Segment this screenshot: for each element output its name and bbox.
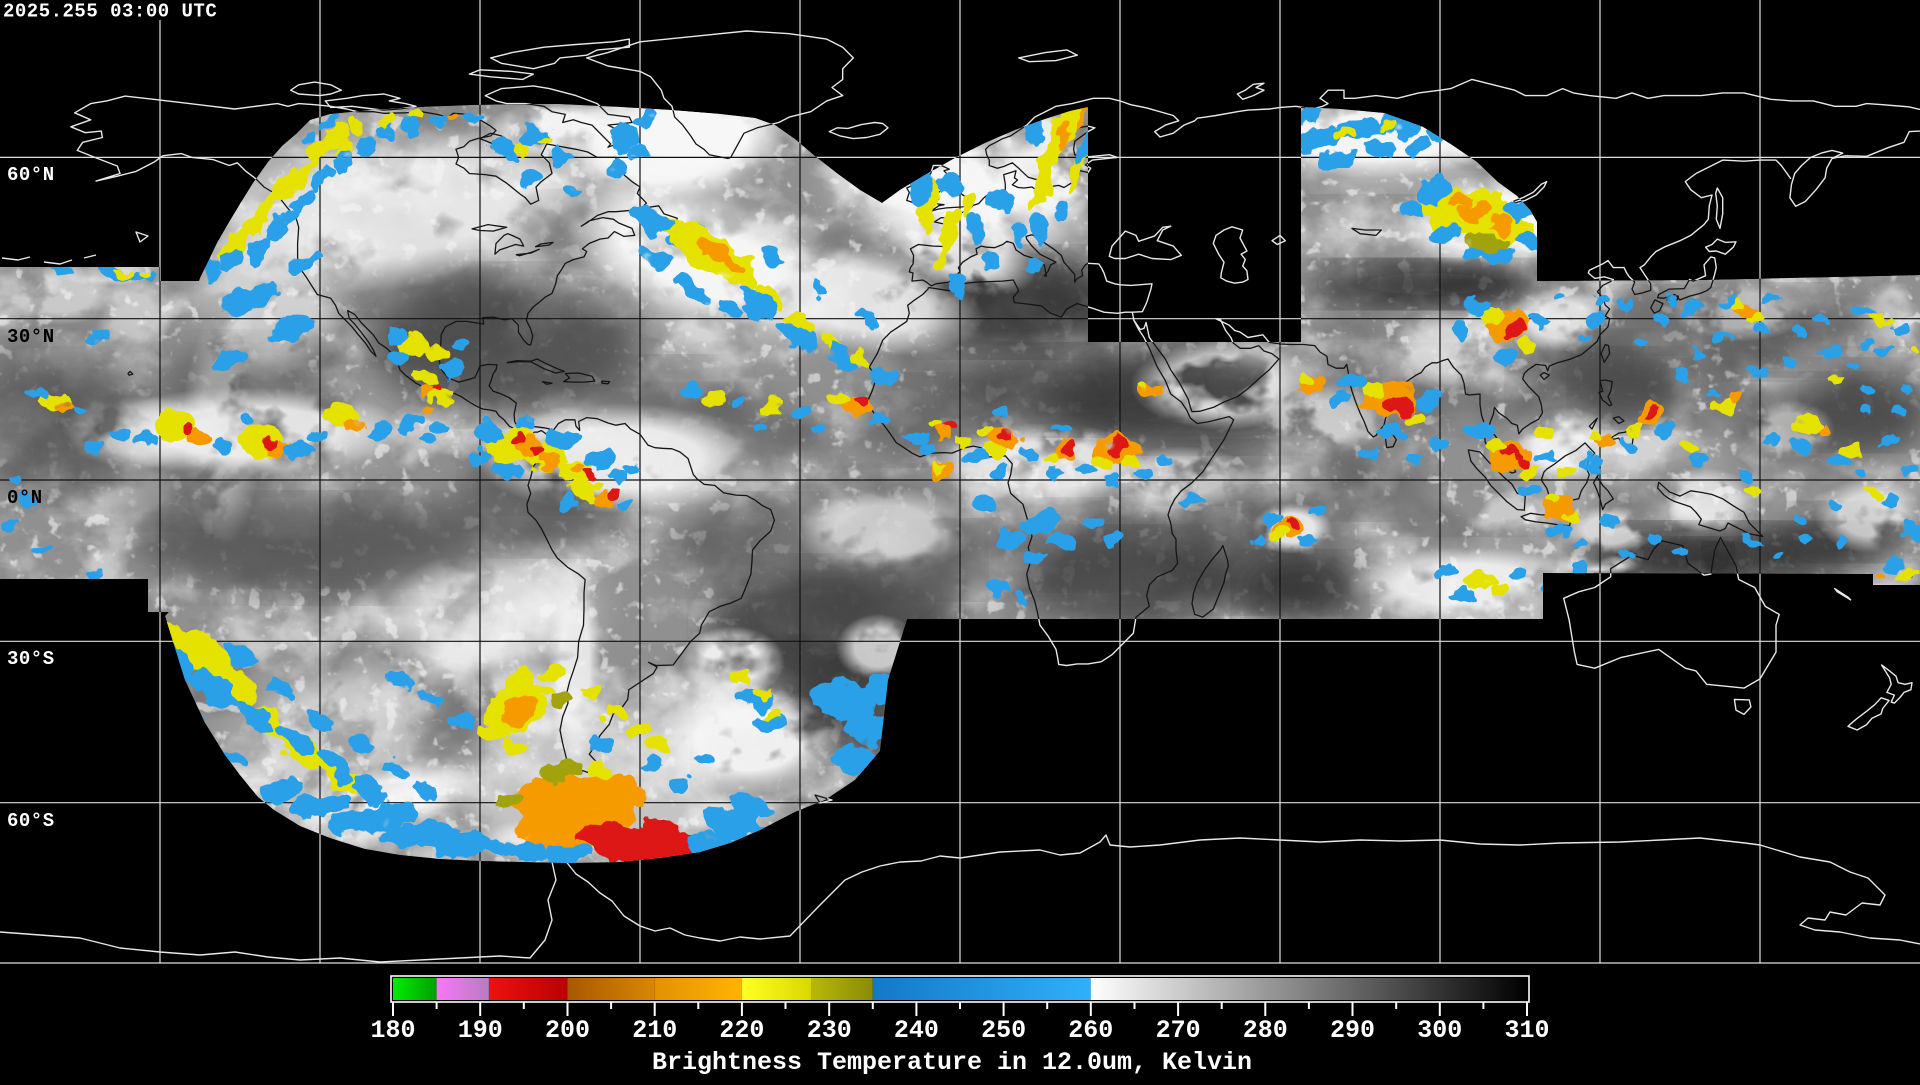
- svg-text:60°N: 60°N: [7, 164, 55, 186]
- svg-text:2025.255 03:00 UTC: 2025.255 03:00 UTC: [3, 1, 217, 23]
- svg-text:60°S: 60°S: [7, 810, 55, 832]
- svg-text:280: 280: [1243, 1016, 1288, 1045]
- svg-text:310: 310: [1504, 1016, 1549, 1045]
- svg-text:270: 270: [1156, 1016, 1201, 1045]
- svg-text:220: 220: [719, 1016, 764, 1045]
- svg-text:Brightness Temperature in 12.0: Brightness Temperature in 12.0um, Kelvin: [652, 1048, 1252, 1077]
- svg-text:0°N: 0°N: [7, 487, 43, 509]
- svg-text:290: 290: [1330, 1016, 1375, 1045]
- svg-text:200: 200: [545, 1016, 590, 1045]
- svg-text:250: 250: [981, 1016, 1026, 1045]
- svg-text:300: 300: [1417, 1016, 1462, 1045]
- svg-text:190: 190: [458, 1016, 503, 1045]
- svg-text:30°N: 30°N: [7, 326, 55, 348]
- svg-text:260: 260: [1068, 1016, 1113, 1045]
- svg-text:230: 230: [807, 1016, 852, 1045]
- svg-text:210: 210: [632, 1016, 677, 1045]
- svg-text:30°S: 30°S: [7, 648, 55, 670]
- svg-text:180: 180: [370, 1016, 415, 1045]
- svg-text:240: 240: [894, 1016, 939, 1045]
